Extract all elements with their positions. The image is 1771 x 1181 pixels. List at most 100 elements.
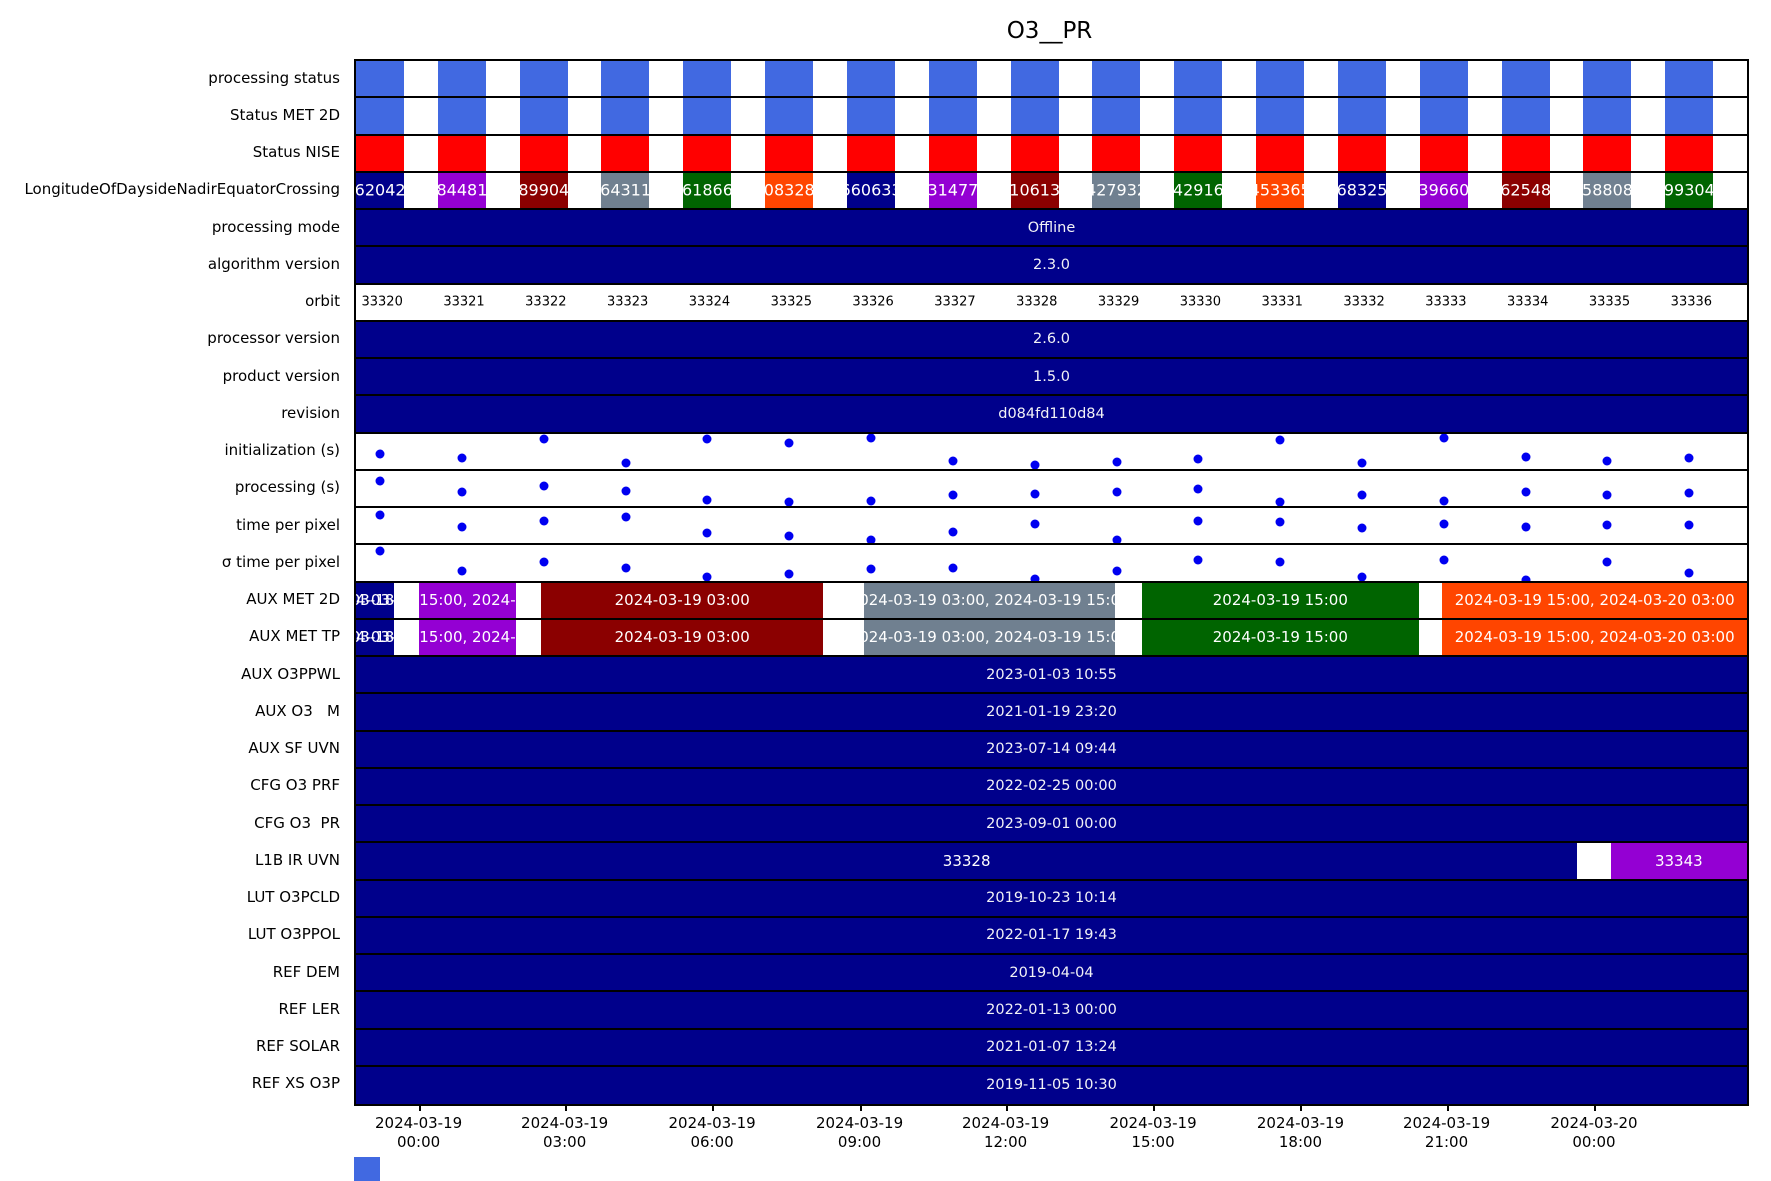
status-bar: [765, 98, 814, 134]
value-bar-label: 2.3.0: [1033, 256, 1070, 273]
longitude-value: 453365: [1249, 180, 1311, 200]
scatter-dot: [457, 566, 467, 576]
value-bar-label: 2023-01-03 10:55: [986, 666, 1117, 683]
status-bar: [356, 61, 405, 97]
scatter-dot: [621, 512, 631, 522]
scatter-dot: [948, 563, 958, 573]
row-lane: 2019-11-05 10:30: [356, 1066, 1747, 1104]
status-bar: [601, 98, 650, 134]
row-lane: [356, 135, 1747, 173]
value-bar: d084fd110d84: [356, 396, 1747, 432]
row-label: CFG O3 PR: [254, 813, 340, 832]
status-bar: [1501, 98, 1550, 134]
scatter-dot: [1030, 574, 1040, 581]
row-label: algorithm version: [207, 254, 340, 273]
longitude-value: 1683251: [1326, 180, 1398, 200]
status-bar: [1419, 135, 1468, 171]
scatter-dot: [1521, 452, 1531, 462]
x-tick: [1153, 1104, 1156, 1111]
status-bar: [765, 61, 814, 97]
status-bar: [846, 61, 895, 97]
orbit-number: 33333: [1425, 294, 1467, 310]
row-lane: 2023-01-03 10:55: [356, 657, 1747, 695]
longitude-block: [1501, 172, 1550, 208]
aux-segment-label: 33343: [1654, 851, 1703, 870]
row-lane: Offline: [356, 210, 1747, 248]
row-label: processing mode: [211, 217, 340, 236]
scatter-dot: [702, 572, 712, 581]
row-label: time per pixel: [236, 515, 340, 534]
row-lane: [356, 98, 1747, 136]
row-lane: 2.6.0: [356, 321, 1747, 359]
status-bar: [928, 135, 977, 171]
value-bar-label: Offline: [1027, 219, 1076, 236]
x-tick: [564, 1104, 567, 1111]
row-label: processor version: [207, 329, 340, 348]
aux-segment: [1610, 843, 1747, 879]
x-tick-label: 2024-03-19 15:00: [1109, 1114, 1197, 1151]
longitude-value: 427932: [1086, 180, 1148, 200]
longitude-block: [928, 172, 977, 208]
value-bar-label: 2022-02-25 00:00: [986, 778, 1117, 795]
value-bar: 2023-09-01 00:00: [356, 806, 1747, 842]
longitude-value: 8396604: [1408, 180, 1480, 200]
longitude-block: [683, 172, 732, 208]
row-lane: 2019-10-23 10:14: [356, 880, 1747, 918]
scatter-dot: [621, 563, 631, 573]
value-bar-label: 2021-01-19 23:20: [986, 703, 1117, 720]
scatter-dot: [1030, 460, 1040, 469]
row-label: orbit: [305, 292, 340, 311]
scatter-dot: [1112, 487, 1122, 497]
orbit-number: 33335: [1588, 294, 1631, 310]
row-label: revision: [281, 403, 340, 422]
longitude-block: [1010, 172, 1059, 208]
row-label: CFG O3 PRF: [250, 776, 340, 795]
longitude-block: [356, 172, 405, 208]
orbit-number: 33336: [1670, 294, 1713, 310]
row-lane: 2022-01-17 19:43: [356, 917, 1747, 955]
longitude-block: [1665, 172, 1714, 208]
value-bar: 2022-01-17 19:43: [356, 917, 1747, 953]
scatter-dot: [702, 528, 712, 538]
chart-area: 6620421 8844816 8899048 8643118 8618668 70832…: [354, 59, 1749, 1106]
scatter-dot: [621, 458, 631, 468]
longitude-value: 8106131: [999, 180, 1071, 200]
scatter-dot: [1030, 489, 1040, 499]
row-label: AUX MET TP: [249, 627, 340, 646]
aux-segment: [1141, 619, 1419, 655]
legend-swatch: [354, 1157, 380, 1181]
scatter-dot: [1275, 517, 1285, 527]
orbit-number: 33323: [606, 294, 649, 310]
aux-segment-label: 2024-03-19 15:00, 2024-03-20 03:00: [1454, 591, 1735, 610]
value-bar: 2.3.0: [356, 247, 1747, 283]
scatter-dot: [375, 510, 385, 520]
row-lane: 6620421 8844816 8899048 8643118 8618668 70832…: [356, 172, 1747, 210]
aux-segment-label: 2024-03-19 03:00, 2024-03-19 15:00: [849, 628, 1130, 647]
row-lane: [356, 471, 1747, 508]
row-label: REF SOLAR: [255, 1037, 340, 1056]
x-tick: [418, 1104, 421, 1111]
value-bar-label: 2022-01-13 00:00: [986, 1001, 1117, 1018]
scatter-dot: [1439, 433, 1449, 443]
longitude-block: [1583, 172, 1632, 208]
status-bar: [683, 98, 732, 134]
longitude-block: [1092, 172, 1141, 208]
scatter-dot: [1602, 557, 1612, 567]
orbit-number: 33334: [1507, 294, 1549, 310]
scatter-dot: [1602, 520, 1612, 530]
longitude-block: [437, 172, 486, 208]
scatter-dot: [457, 487, 467, 497]
status-bar: [519, 135, 568, 171]
scatter-dot: [1602, 456, 1612, 466]
scatter-dot: [866, 564, 876, 574]
scatter-dot: [1275, 557, 1285, 567]
value-bar: 2021-01-19 23:20: [356, 694, 1747, 730]
orbit-number: 33327: [934, 294, 976, 310]
x-tick-label: 2024-03-19 06:00: [668, 1114, 756, 1151]
longitude-block: [601, 172, 650, 208]
scatter-dot: [1030, 519, 1040, 529]
row-label: AUX O3PPWL: [241, 664, 340, 683]
chart-title: O3__PR: [1006, 18, 1093, 44]
